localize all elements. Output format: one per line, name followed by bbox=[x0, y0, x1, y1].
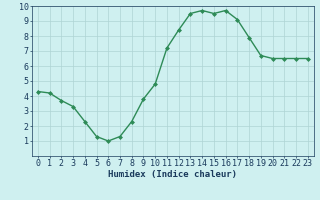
X-axis label: Humidex (Indice chaleur): Humidex (Indice chaleur) bbox=[108, 170, 237, 179]
